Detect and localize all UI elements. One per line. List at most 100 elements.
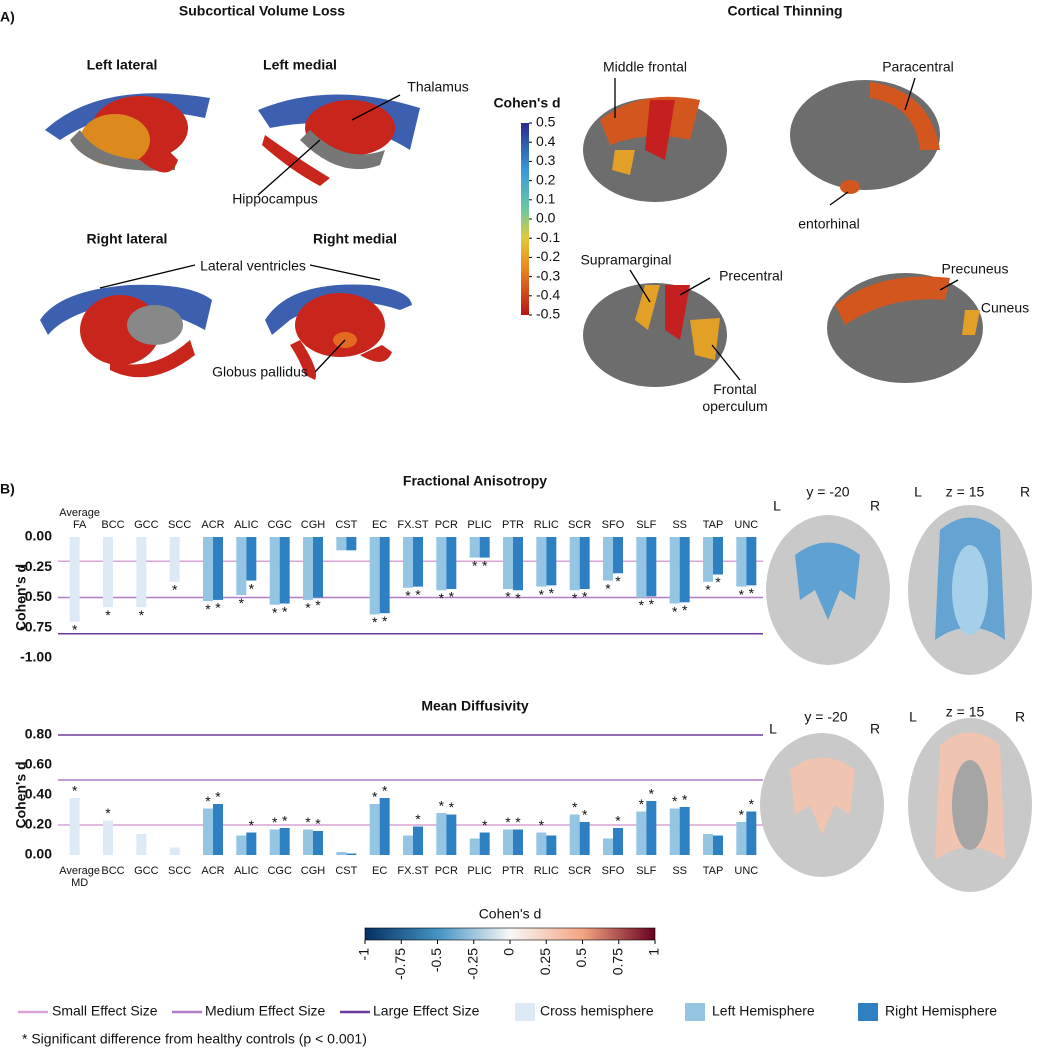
significance-marker: * xyxy=(249,580,255,596)
legend-label: Cross hemisphere xyxy=(540,1003,654,1019)
map-side: L xyxy=(769,721,777,737)
x-tick-label: CGC xyxy=(267,865,292,877)
x-tick-label: PLIC xyxy=(467,865,492,877)
significance-marker: * xyxy=(282,603,288,619)
bar xyxy=(103,820,113,855)
x-tick-label: CST xyxy=(335,865,358,877)
x-tick-label: FX.ST xyxy=(397,519,429,531)
significance-marker: * xyxy=(749,585,755,601)
bar xyxy=(679,537,690,603)
bar xyxy=(246,832,257,855)
significance-marker: * xyxy=(282,813,288,829)
x-tick-label: UNC xyxy=(734,865,759,877)
chart-title: Fractional Anisotropy xyxy=(403,473,547,489)
significance-marker: * xyxy=(139,607,145,623)
map-view: z = 15 xyxy=(946,484,985,500)
legend-label: Left Hemisphere xyxy=(712,1003,815,1019)
significance-marker: * xyxy=(239,595,245,611)
colorbar-tick-label: -0.5 xyxy=(536,306,560,322)
bar xyxy=(613,537,623,574)
annotation: Middle frontal xyxy=(603,59,687,75)
bar xyxy=(679,807,690,855)
colorbar-tick-label: -1 xyxy=(356,948,372,961)
bar xyxy=(169,847,180,855)
bar xyxy=(303,537,313,600)
x-tick-label: SCR xyxy=(568,519,592,531)
bar xyxy=(213,537,223,600)
bar xyxy=(136,834,147,855)
y-tick-label: 0.80 xyxy=(25,726,52,742)
colorbar-tick-label: 0.25 xyxy=(537,948,553,975)
significance-marker: * xyxy=(572,590,578,606)
significance-marker: * xyxy=(215,600,221,616)
bar xyxy=(636,537,647,598)
bar xyxy=(546,835,557,855)
map-side: R xyxy=(870,721,880,737)
significance-marker: * xyxy=(649,786,655,802)
bar xyxy=(279,828,290,855)
x-tick-label: ACR xyxy=(201,865,225,877)
colorbar-tick-label: -0.1 xyxy=(536,229,560,245)
legend-label: Medium Effect Size xyxy=(205,1003,326,1019)
bar xyxy=(369,537,380,615)
bar xyxy=(169,537,180,582)
colorbar-title: Cohen's d xyxy=(493,95,560,111)
significance-marker: * xyxy=(105,607,111,623)
significance-marker: * xyxy=(672,603,678,619)
bar xyxy=(579,537,590,590)
section-title: Subcortical Volume Loss xyxy=(179,3,345,19)
map-view: y = -20 xyxy=(806,484,849,500)
bar xyxy=(336,537,347,551)
significance-marker: * xyxy=(382,613,388,629)
bar xyxy=(603,838,613,855)
chart-title: Mean Diffusivity xyxy=(421,698,529,714)
colorbar-tick-label: 0 xyxy=(501,948,517,956)
significance-marker: * xyxy=(172,581,178,597)
bar xyxy=(336,852,347,855)
bar xyxy=(203,537,213,602)
x-tick-label: RLIC xyxy=(533,865,559,877)
bar xyxy=(546,537,557,586)
panel-label: A) xyxy=(0,9,15,25)
significance-marker: * xyxy=(372,789,378,805)
colorbar-tick-label: 0.1 xyxy=(536,191,556,207)
y-tick-label: 0.20 xyxy=(25,816,52,832)
bar xyxy=(703,537,713,582)
x-tick-label: Average FA xyxy=(59,507,101,531)
x-tick-label: SFO xyxy=(601,865,625,877)
significance-marker: * xyxy=(605,580,611,596)
bar xyxy=(313,537,323,598)
significance-marker: * xyxy=(439,798,445,814)
y-tick-label: -0.50 xyxy=(20,588,52,604)
x-tick-label: SLF xyxy=(636,865,657,877)
bar xyxy=(69,537,80,622)
x-tick-label: CGH xyxy=(300,519,326,531)
bar xyxy=(313,831,323,855)
colorbar-tick-label: -0.5 xyxy=(428,948,444,972)
bar xyxy=(469,537,480,558)
significance-marker: * xyxy=(72,621,78,637)
colorbar-tick-label: 0.3 xyxy=(536,152,556,168)
significance-marker: * xyxy=(705,581,711,597)
x-tick-label: UNC xyxy=(734,519,759,531)
bar xyxy=(513,537,523,591)
significance-marker: * xyxy=(315,597,321,613)
bar xyxy=(469,838,480,855)
bar xyxy=(713,537,723,575)
colorbar-b xyxy=(364,927,656,941)
subcortical-render xyxy=(40,93,420,380)
significance-marker: * xyxy=(72,783,78,799)
significance-marker: * xyxy=(272,814,278,830)
bar xyxy=(536,832,547,855)
legend-swatch xyxy=(515,1003,535,1021)
x-tick-label: SCC xyxy=(168,865,192,877)
bar xyxy=(413,826,423,855)
x-tick-label: PCR xyxy=(434,865,458,877)
legend-label: Small Effect Size xyxy=(52,1003,158,1019)
bar xyxy=(569,537,580,591)
y-tick-label: -0.75 xyxy=(20,618,52,634)
significance-marker: * xyxy=(482,817,488,833)
bar xyxy=(736,537,747,587)
bar xyxy=(279,537,290,604)
